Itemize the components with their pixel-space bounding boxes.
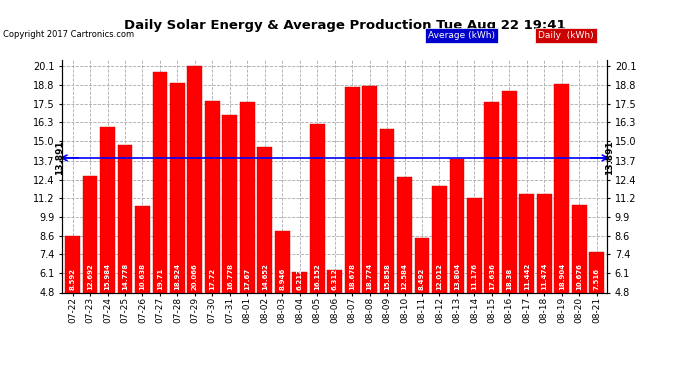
- Bar: [432, 186, 447, 292]
- Bar: [502, 92, 517, 292]
- Bar: [100, 127, 115, 292]
- Text: Daily  (kWh): Daily (kWh): [538, 31, 594, 40]
- Text: 15.984: 15.984: [104, 263, 110, 290]
- Text: 12.584: 12.584: [402, 263, 408, 290]
- Bar: [293, 272, 307, 292]
- Bar: [152, 72, 168, 292]
- Bar: [449, 159, 464, 292]
- Text: 18.38: 18.38: [506, 268, 513, 290]
- Text: 6.312: 6.312: [332, 268, 337, 290]
- Bar: [537, 194, 552, 292]
- Text: 18.904: 18.904: [559, 263, 565, 290]
- Bar: [83, 176, 97, 292]
- Text: 6.212: 6.212: [297, 268, 303, 290]
- Bar: [205, 101, 220, 292]
- Bar: [310, 124, 324, 292]
- Text: 12.692: 12.692: [87, 264, 93, 290]
- Text: 12.012: 12.012: [437, 263, 442, 290]
- Bar: [484, 102, 500, 292]
- Text: 16.152: 16.152: [314, 264, 320, 290]
- Text: 11.176: 11.176: [471, 263, 477, 290]
- Text: 14.652: 14.652: [262, 263, 268, 290]
- Text: 7.516: 7.516: [593, 268, 600, 290]
- Text: Average (kWh): Average (kWh): [428, 31, 495, 40]
- Text: 18.774: 18.774: [366, 263, 373, 290]
- Text: 10.676: 10.676: [576, 263, 582, 290]
- Text: 13.891: 13.891: [605, 141, 614, 175]
- Text: 13.891: 13.891: [55, 141, 64, 175]
- Text: 17.67: 17.67: [244, 268, 250, 290]
- Bar: [257, 147, 272, 292]
- Text: 16.778: 16.778: [227, 263, 233, 290]
- Text: 11.442: 11.442: [524, 263, 530, 290]
- Bar: [380, 129, 395, 292]
- Bar: [240, 102, 255, 292]
- Text: Copyright 2017 Cartronics.com: Copyright 2017 Cartronics.com: [3, 30, 135, 39]
- Bar: [520, 194, 534, 292]
- Text: 18.678: 18.678: [349, 263, 355, 290]
- Bar: [415, 238, 429, 292]
- Text: 8.946: 8.946: [279, 268, 285, 290]
- Bar: [222, 115, 237, 292]
- Text: 18.924: 18.924: [175, 263, 180, 290]
- Text: 8.592: 8.592: [70, 268, 76, 290]
- Text: 13.804: 13.804: [454, 263, 460, 290]
- Text: 14.778: 14.778: [122, 263, 128, 290]
- Bar: [467, 198, 482, 292]
- Text: Daily Solar Energy & Average Production Tue Aug 22 19:41: Daily Solar Energy & Average Production …: [124, 19, 566, 32]
- Bar: [327, 270, 342, 292]
- Bar: [589, 252, 604, 292]
- Bar: [362, 86, 377, 292]
- Text: 8.492: 8.492: [419, 268, 425, 290]
- Bar: [117, 145, 132, 292]
- Text: 20.066: 20.066: [192, 264, 198, 290]
- Bar: [188, 66, 202, 292]
- Text: 19.71: 19.71: [157, 268, 163, 290]
- Text: 15.858: 15.858: [384, 263, 390, 290]
- Bar: [135, 206, 150, 292]
- Text: 17.636: 17.636: [489, 263, 495, 290]
- Text: 10.638: 10.638: [139, 263, 146, 290]
- Bar: [572, 206, 586, 292]
- Text: 17.72: 17.72: [209, 268, 215, 290]
- Bar: [397, 177, 412, 292]
- Bar: [345, 87, 359, 292]
- Bar: [554, 84, 569, 292]
- Text: 11.474: 11.474: [541, 263, 547, 290]
- Bar: [275, 231, 290, 292]
- Bar: [170, 83, 185, 292]
- Bar: [65, 236, 80, 292]
